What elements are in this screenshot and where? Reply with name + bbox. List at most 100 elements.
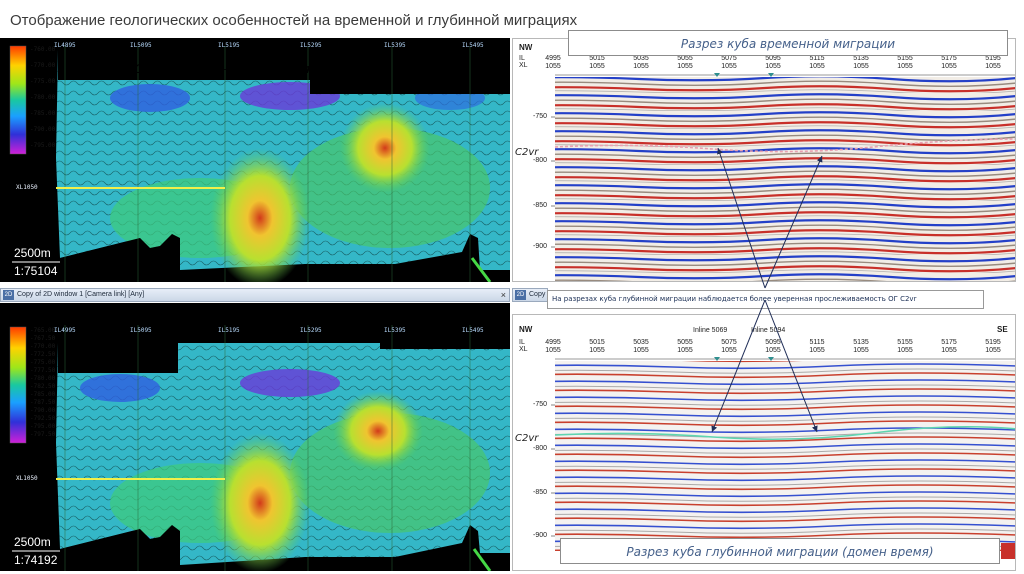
close-icon[interactable]: × — [500, 290, 506, 300]
direction-label-right: SE — [997, 325, 1008, 334]
section-window-titlebar[interactable]: 2D Copy — [512, 288, 548, 302]
window-title: Copy of 2D window 1 [Camera link] [Any] — [17, 291, 145, 298]
inline-label: IL5295 — [300, 42, 322, 49]
il-tick: 5055 — [677, 339, 693, 346]
il-tick: 5075 — [721, 55, 737, 62]
il-tick: 4995 — [545, 339, 561, 346]
map-title: Карта T0 C2vr (глубинная миграция) — [82, 311, 316, 325]
xl-tick: 1055 — [809, 63, 825, 70]
colorbar-tick: -765.00 — [30, 327, 56, 334]
time-section-callout: Разрез куба временной миграции — [568, 30, 1008, 56]
il-tick: 5175 — [941, 339, 957, 346]
depth-migration-section[interactable]: NW SE Inline 5069 Inline 5094 IL XL 4995… — [512, 314, 1016, 571]
il-tick: 5135 — [853, 55, 869, 62]
inline-marker: Inline 5094 — [751, 327, 786, 334]
xl-tick: 1055 — [545, 347, 561, 354]
xl-tick: 1055 — [809, 347, 825, 354]
inline-marker: Inline 5069 — [693, 327, 728, 334]
colorbar-tick: -795.00 — [30, 423, 56, 430]
time-tick: -750 — [533, 113, 548, 120]
xl-tick: 1055 — [721, 63, 737, 70]
il-tick: 5195 — [985, 55, 1001, 62]
crossline-label: XL1050 — [16, 184, 38, 191]
map-title: Карта T0 C2vr (временная миграция) — [86, 62, 322, 76]
xl-tick: 1055 — [941, 347, 957, 354]
colorbar-tick: -777.50 — [30, 367, 56, 374]
time-migration-section[interactable]: NW IL XL 4995 5015 5035 5055 5075 5095 5… — [512, 38, 1016, 282]
xl-tick: 1055 — [985, 347, 1001, 354]
xl-tick: 1055 — [853, 63, 869, 70]
window-2d-icon: 2D — [3, 290, 14, 300]
il-tick: 5195 — [985, 339, 1001, 346]
il-tick: 5035 — [633, 339, 649, 346]
time-tick: -850 — [533, 202, 548, 209]
xl-tick: 1055 — [589, 63, 605, 70]
time-tick: -750 — [533, 401, 548, 408]
il-tick: 5175 — [941, 55, 957, 62]
il-tick: 4995 — [545, 55, 561, 62]
il-tick: 5015 — [589, 55, 605, 62]
window-2d-icon: 2D — [515, 290, 526, 300]
crossline-label: XL1050 — [16, 475, 38, 482]
il-row-label: IL — [519, 339, 525, 346]
time-map-canvas — [0, 45, 510, 282]
xl-tick: 1055 — [721, 347, 737, 354]
xl-tick: 1055 — [589, 347, 605, 354]
il-tick: 5055 — [677, 55, 693, 62]
depth-map-canvas — [0, 303, 510, 571]
colorbar-tick: -780.00 — [30, 94, 56, 101]
colorbar-tick: -785.00 — [30, 110, 56, 117]
inline-label: IL4995 — [54, 327, 76, 334]
inline-label: IL5495 — [462, 327, 484, 334]
colorbar-tick: -795.00 — [30, 142, 56, 149]
colorbar-tick: -790.00 — [30, 126, 56, 133]
colorbar-tick: -785.00 — [30, 391, 56, 398]
depth-section-callout: Разрез куба глубинной миграции (домен вр… — [560, 538, 1000, 564]
xl-tick: 1055 — [897, 347, 913, 354]
colorbar-tick: -792.50 — [30, 415, 56, 422]
colorbar-tick: -797.50 — [30, 431, 56, 438]
xl-tick: 1055 — [545, 63, 561, 70]
time-tick: -900 — [533, 532, 548, 539]
il-tick: 5095 — [765, 55, 781, 62]
xl-row-label: XL — [519, 62, 528, 69]
horizon-label: C2vr — [515, 433, 539, 444]
time-migration-map[interactable]: IL4895 IL5095 IL5195 IL5295 IL5395 IL549… — [0, 38, 510, 282]
scale-bar-text: 2500m — [14, 246, 51, 260]
inline-label: IL5195 — [218, 327, 240, 334]
il-tick: 5095 — [765, 339, 781, 346]
inline-label: IL5295 — [300, 327, 322, 334]
xl-tick: 1055 — [941, 63, 957, 70]
il-tick: 5075 — [721, 339, 737, 346]
scale-bar-text: 2500m — [14, 535, 51, 549]
il-tick: 5035 — [633, 55, 649, 62]
inline-label: IL5195 — [218, 42, 240, 49]
il-tick: 5115 — [809, 55, 825, 62]
colorbar-tick: -775.00 — [30, 359, 56, 366]
window-title: Copy — [529, 291, 546, 298]
colorbar-tick: -770.00 — [30, 62, 56, 69]
map-window-titlebar[interactable]: 2D Copy of 2D window 1 [Camera link] [An… — [0, 288, 510, 302]
colorbar-tick: -780.00 — [30, 375, 56, 382]
colorbar-tick: -760.00 — [30, 46, 56, 53]
il-tick: 5015 — [589, 339, 605, 346]
time-tick: -900 — [533, 243, 548, 250]
scale-ratio: 1:75104 — [14, 264, 58, 278]
time-tick: -800 — [533, 445, 548, 452]
horizon-label: C2vr — [515, 147, 539, 158]
direction-label: NW — [519, 43, 533, 52]
inline-label: IL5095 — [130, 327, 152, 334]
xl-tick: 1055 — [633, 63, 649, 70]
xl-row-label: XL — [519, 346, 528, 353]
inline-label: IL5095 — [130, 42, 152, 49]
xl-tick: 1055 — [985, 63, 1001, 70]
inline-label: IL5495 — [462, 42, 484, 49]
il-tick: 5155 — [897, 55, 913, 62]
xl-tick: 1055 — [677, 347, 693, 354]
colorbar-tick: -775.00 — [30, 78, 56, 85]
slide-title: Отображение геологических особенностей н… — [10, 12, 578, 29]
xl-tick: 1055 — [677, 63, 693, 70]
xl-tick: 1055 — [765, 63, 781, 70]
depth-migration-map[interactable]: IL4995 IL5095 IL5195 IL5295 IL5395 IL549… — [0, 303, 510, 571]
xl-tick: 1055 — [765, 347, 781, 354]
